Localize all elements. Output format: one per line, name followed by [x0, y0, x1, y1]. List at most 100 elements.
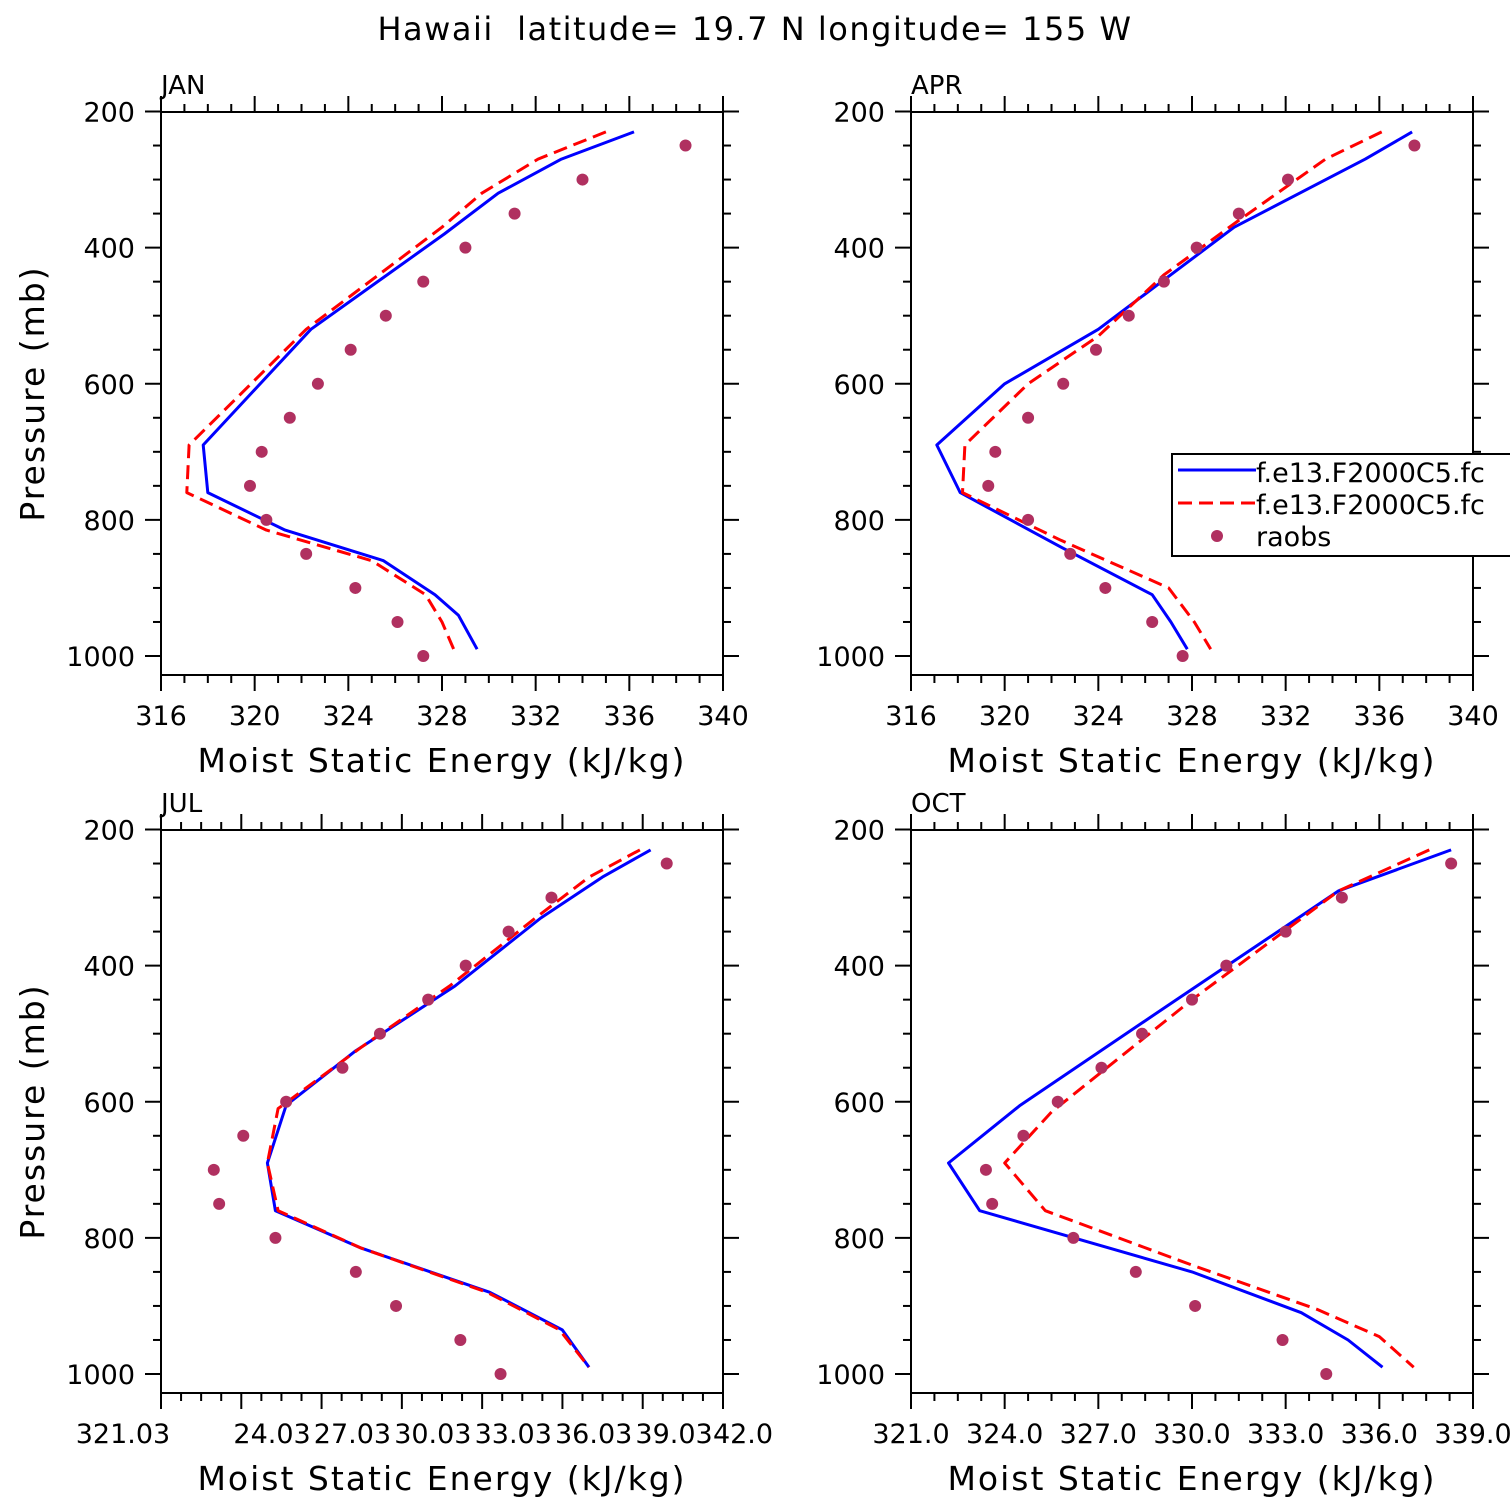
panel-apr-xlabel: Moist Static Energy (kJ/kg): [947, 741, 1436, 780]
panel-apr-raobs-point: [1022, 411, 1035, 424]
panel-jan-xlabel: Moist Static Energy (kJ/kg): [197, 741, 686, 780]
panel-jul-raobs-point: [373, 1027, 386, 1040]
panel-apr-raobs-point: [1099, 581, 1112, 594]
panel-oct-raobs-point: [1051, 1095, 1064, 1108]
panel-jan-raobs-point: [391, 615, 404, 628]
panel-oct-xlabel: Moist Static Energy (kJ/kg): [947, 1459, 1436, 1498]
panel-oct-xtick-label: 330.0: [1153, 1419, 1230, 1450]
panel-jul-raobs-point: [494, 1368, 507, 1380]
panel-jan-ylabel: Pressure (mb): [13, 265, 52, 521]
panel-jan-xtick-label: 336: [604, 701, 656, 732]
panel-jul-raobs-point: [422, 993, 435, 1006]
panel-jul-raobs-point: [336, 1061, 349, 1074]
panel-apr-solid-series-line: [935, 130, 1413, 650]
panel-apr-title: APR: [911, 71, 963, 101]
panel-jan-ytick-label: 400: [83, 234, 135, 265]
panel-jul: 200 400 600 800 1000 321.03 24.03 27.03 30.03 33.…: [13, 789, 773, 1498]
panel-apr-xtick-label: 324: [1073, 701, 1125, 732]
panel-oct-raobs-point: [1017, 1129, 1030, 1142]
panel-jan-raobs-point: [344, 343, 357, 356]
panel-jan-raobs-point: [379, 309, 392, 322]
panel-jul-xtick-label: 24.03: [233, 1419, 310, 1450]
panel-jul-xtick-label: 36.03: [555, 1419, 632, 1450]
panel-oct: 200 400 600 800 1000 321.0 324.0 327.0 330.0 333.…: [816, 789, 1510, 1498]
panel-jan-xtick-label: 328: [416, 701, 468, 732]
panel-oct-raobs-point: [1095, 1061, 1108, 1074]
panel-jul-raobs-point: [349, 1265, 362, 1278]
panel-jan-raobs-point: [260, 513, 273, 526]
panel-apr-xtick-label: 336: [1354, 701, 1406, 732]
panel-jan-solid-series-line: [201, 130, 635, 650]
panel-oct-title: OCT: [911, 789, 966, 819]
panel-oct-raobs-point: [979, 1163, 992, 1176]
panel-jan-title: JAN: [159, 71, 205, 101]
panel-apr-raobs-point: [1122, 309, 1135, 322]
panel-apr-xtick-label: 340: [1447, 701, 1499, 732]
panel-jul-xtick-label: 39.03: [635, 1419, 712, 1450]
panel-oct-ytick-label: 400: [833, 952, 885, 983]
panel-jul-frame: [160, 829, 724, 1394]
panel-jan-raobs-point: [243, 479, 256, 492]
panel-jul-title: JUL: [159, 789, 203, 819]
panel-jul-raobs-point: [502, 925, 515, 938]
panel-apr-ytick-label: 800: [833, 506, 885, 537]
panel-jul-raobs-point: [269, 1231, 282, 1244]
panel-jul-dashed-series-line: [265, 848, 641, 1369]
panel-jul-raobs-point: [545, 891, 558, 904]
panel-oct-ytick-label: 1000: [816, 1360, 885, 1391]
panel-jul-solid-series-line: [265, 848, 652, 1369]
panel-jul-ytick-label: 400: [83, 952, 135, 983]
panel-jan-dashed-series-line: [185, 130, 607, 650]
panel-jan-frame: [160, 111, 724, 676]
panel-jul-ytick-label: 800: [83, 1224, 135, 1255]
panel-oct-raobs-point: [1136, 1027, 1149, 1040]
panel-oct-raobs-point: [1335, 891, 1348, 904]
panel-jan-raobs-point: [300, 547, 313, 560]
panel-apr-raobs-point: [1146, 615, 1159, 628]
panel-oct-xtick-label: 327.0: [1060, 1419, 1137, 1450]
panel-apr-ytick-label: 1000: [816, 642, 885, 673]
panel-jan-ytick-label: 200: [83, 98, 135, 129]
panel-apr-raobs-point: [982, 479, 995, 492]
panel-jul-ytick-label: 600: [83, 1088, 135, 1119]
panel-jul-ytick-label: 1000: [66, 1360, 135, 1391]
panel-jan-xtick-label: 332: [510, 701, 562, 732]
panel-jan-raobs-point: [417, 275, 430, 288]
legend-marker-swatch: [1211, 530, 1223, 542]
panel-jan-xtick-label: 324: [323, 701, 375, 732]
panel-jan-raobs-point: [679, 139, 692, 152]
panel-jul-raobs-point: [459, 959, 472, 972]
panel-jul-raobs-point: [237, 1129, 250, 1142]
panel-jul-raobs-point: [660, 857, 673, 870]
panel-apr-raobs-point: [1190, 241, 1203, 254]
panel-oct-raobs-point: [1279, 925, 1292, 938]
panel-jan-raobs-point: [576, 173, 589, 186]
panel-oct-raobs-point: [1220, 959, 1233, 972]
panel-apr-xtick-label: 320: [979, 701, 1031, 732]
panel-oct-raobs-point: [1186, 993, 1198, 1006]
panel-apr-xtick-label: 328: [1166, 701, 1218, 732]
panel-jul-raobs-point: [390, 1299, 403, 1312]
panel-jul-xtick-label: 27.03: [314, 1419, 391, 1450]
panel-oct-raobs-point: [1189, 1299, 1202, 1312]
panel-jan-ytick-label: 600: [83, 370, 135, 401]
panel-oct-dashed-series-line: [1003, 848, 1430, 1369]
panel-apr-ytick-label: 400: [833, 234, 885, 265]
panel-jan-raobs-point: [283, 411, 296, 424]
panel-jan-xtick-label: 316: [135, 701, 187, 732]
panel-jul-raobs-point: [280, 1095, 293, 1108]
panel-apr-raobs-point: [989, 445, 1002, 458]
panel-oct-xtick-label: 333.0: [1247, 1419, 1324, 1450]
panel-jul-raobs-point: [454, 1333, 467, 1346]
panel-jul-xtick-label: 42.0: [713, 1419, 773, 1450]
panel-jul-raobs-point: [213, 1197, 226, 1210]
panel-apr-raobs-point: [1282, 173, 1295, 186]
figure-title: Hawaii latitude= 19.7 N longitude= 155 W: [377, 10, 1133, 48]
panel-oct-xtick-label: 336.0: [1341, 1419, 1418, 1450]
panel-jul-xtick-label: 30.03: [394, 1419, 471, 1450]
panel-oct-raobs-point: [986, 1197, 999, 1210]
panel-jan-raobs-point: [417, 650, 430, 662]
